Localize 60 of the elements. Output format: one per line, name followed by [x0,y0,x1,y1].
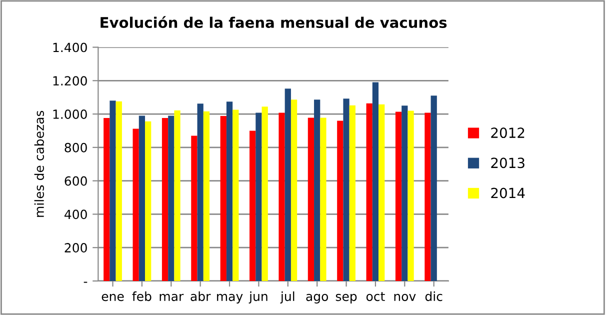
y-tick-label: 400 [64,210,87,220]
x-tick-label: dic [425,291,442,302]
bar [337,120,344,281]
x-tick-label: ago [306,294,328,304]
bar [408,110,414,281]
bar [138,116,146,281]
x-tick-label: feb [132,291,152,302]
bar [250,130,256,281]
y-tick-label: - [84,282,88,283]
y-tick-label: 1.000 [53,110,87,119]
y-tick-label: 200 [64,243,87,253]
y-tick-label: 1.400 [53,42,87,52]
bar [402,106,408,281]
y-tick-label: 1.200 [53,76,87,86]
bar [314,100,320,281]
bar [343,98,350,281]
bar [110,100,116,281]
bar [308,118,314,281]
legend-label: 2013 [491,158,524,168]
bar [145,121,152,281]
bar [290,100,298,281]
bar [132,128,139,281]
bar [104,118,110,281]
legend-label: 2012 [491,128,524,138]
x-tick-label: nov [394,294,416,302]
bar [220,116,226,281]
bar [278,112,285,281]
x-tick-label: ene [102,294,124,302]
x-tick-label: abr [190,291,211,302]
bar [197,104,204,281]
bar [191,136,198,281]
bar [203,111,210,281]
legend-label: 2014 [491,188,525,198]
chart-title: Evolución de la faena mensual de vacunos [100,16,447,28]
bar [284,88,291,281]
bar [226,102,233,281]
bar [232,110,239,281]
bar [116,101,122,281]
bar [320,118,326,281]
bar [372,82,379,281]
bar [366,103,372,281]
bar [168,116,174,281]
y-axis-title: miles de cabezas [34,110,44,217]
bar [430,96,437,281]
y-tick-label: 600 [64,176,87,186]
bar [424,112,431,281]
bar [174,110,180,281]
x-tick-label: mar [160,294,184,302]
x-tick-label: sep [336,294,357,304]
x-tick-label: oct [366,292,385,302]
x-tick-label: jun [248,291,268,304]
bar [262,106,268,281]
x-tick-label: may [217,294,243,304]
bar [162,118,168,281]
x-tick-label: jul [280,291,294,304]
y-tick-label: 800 [64,142,87,152]
bar [256,112,262,281]
bar [395,112,402,281]
bar [349,105,356,281]
bar [378,104,385,281]
